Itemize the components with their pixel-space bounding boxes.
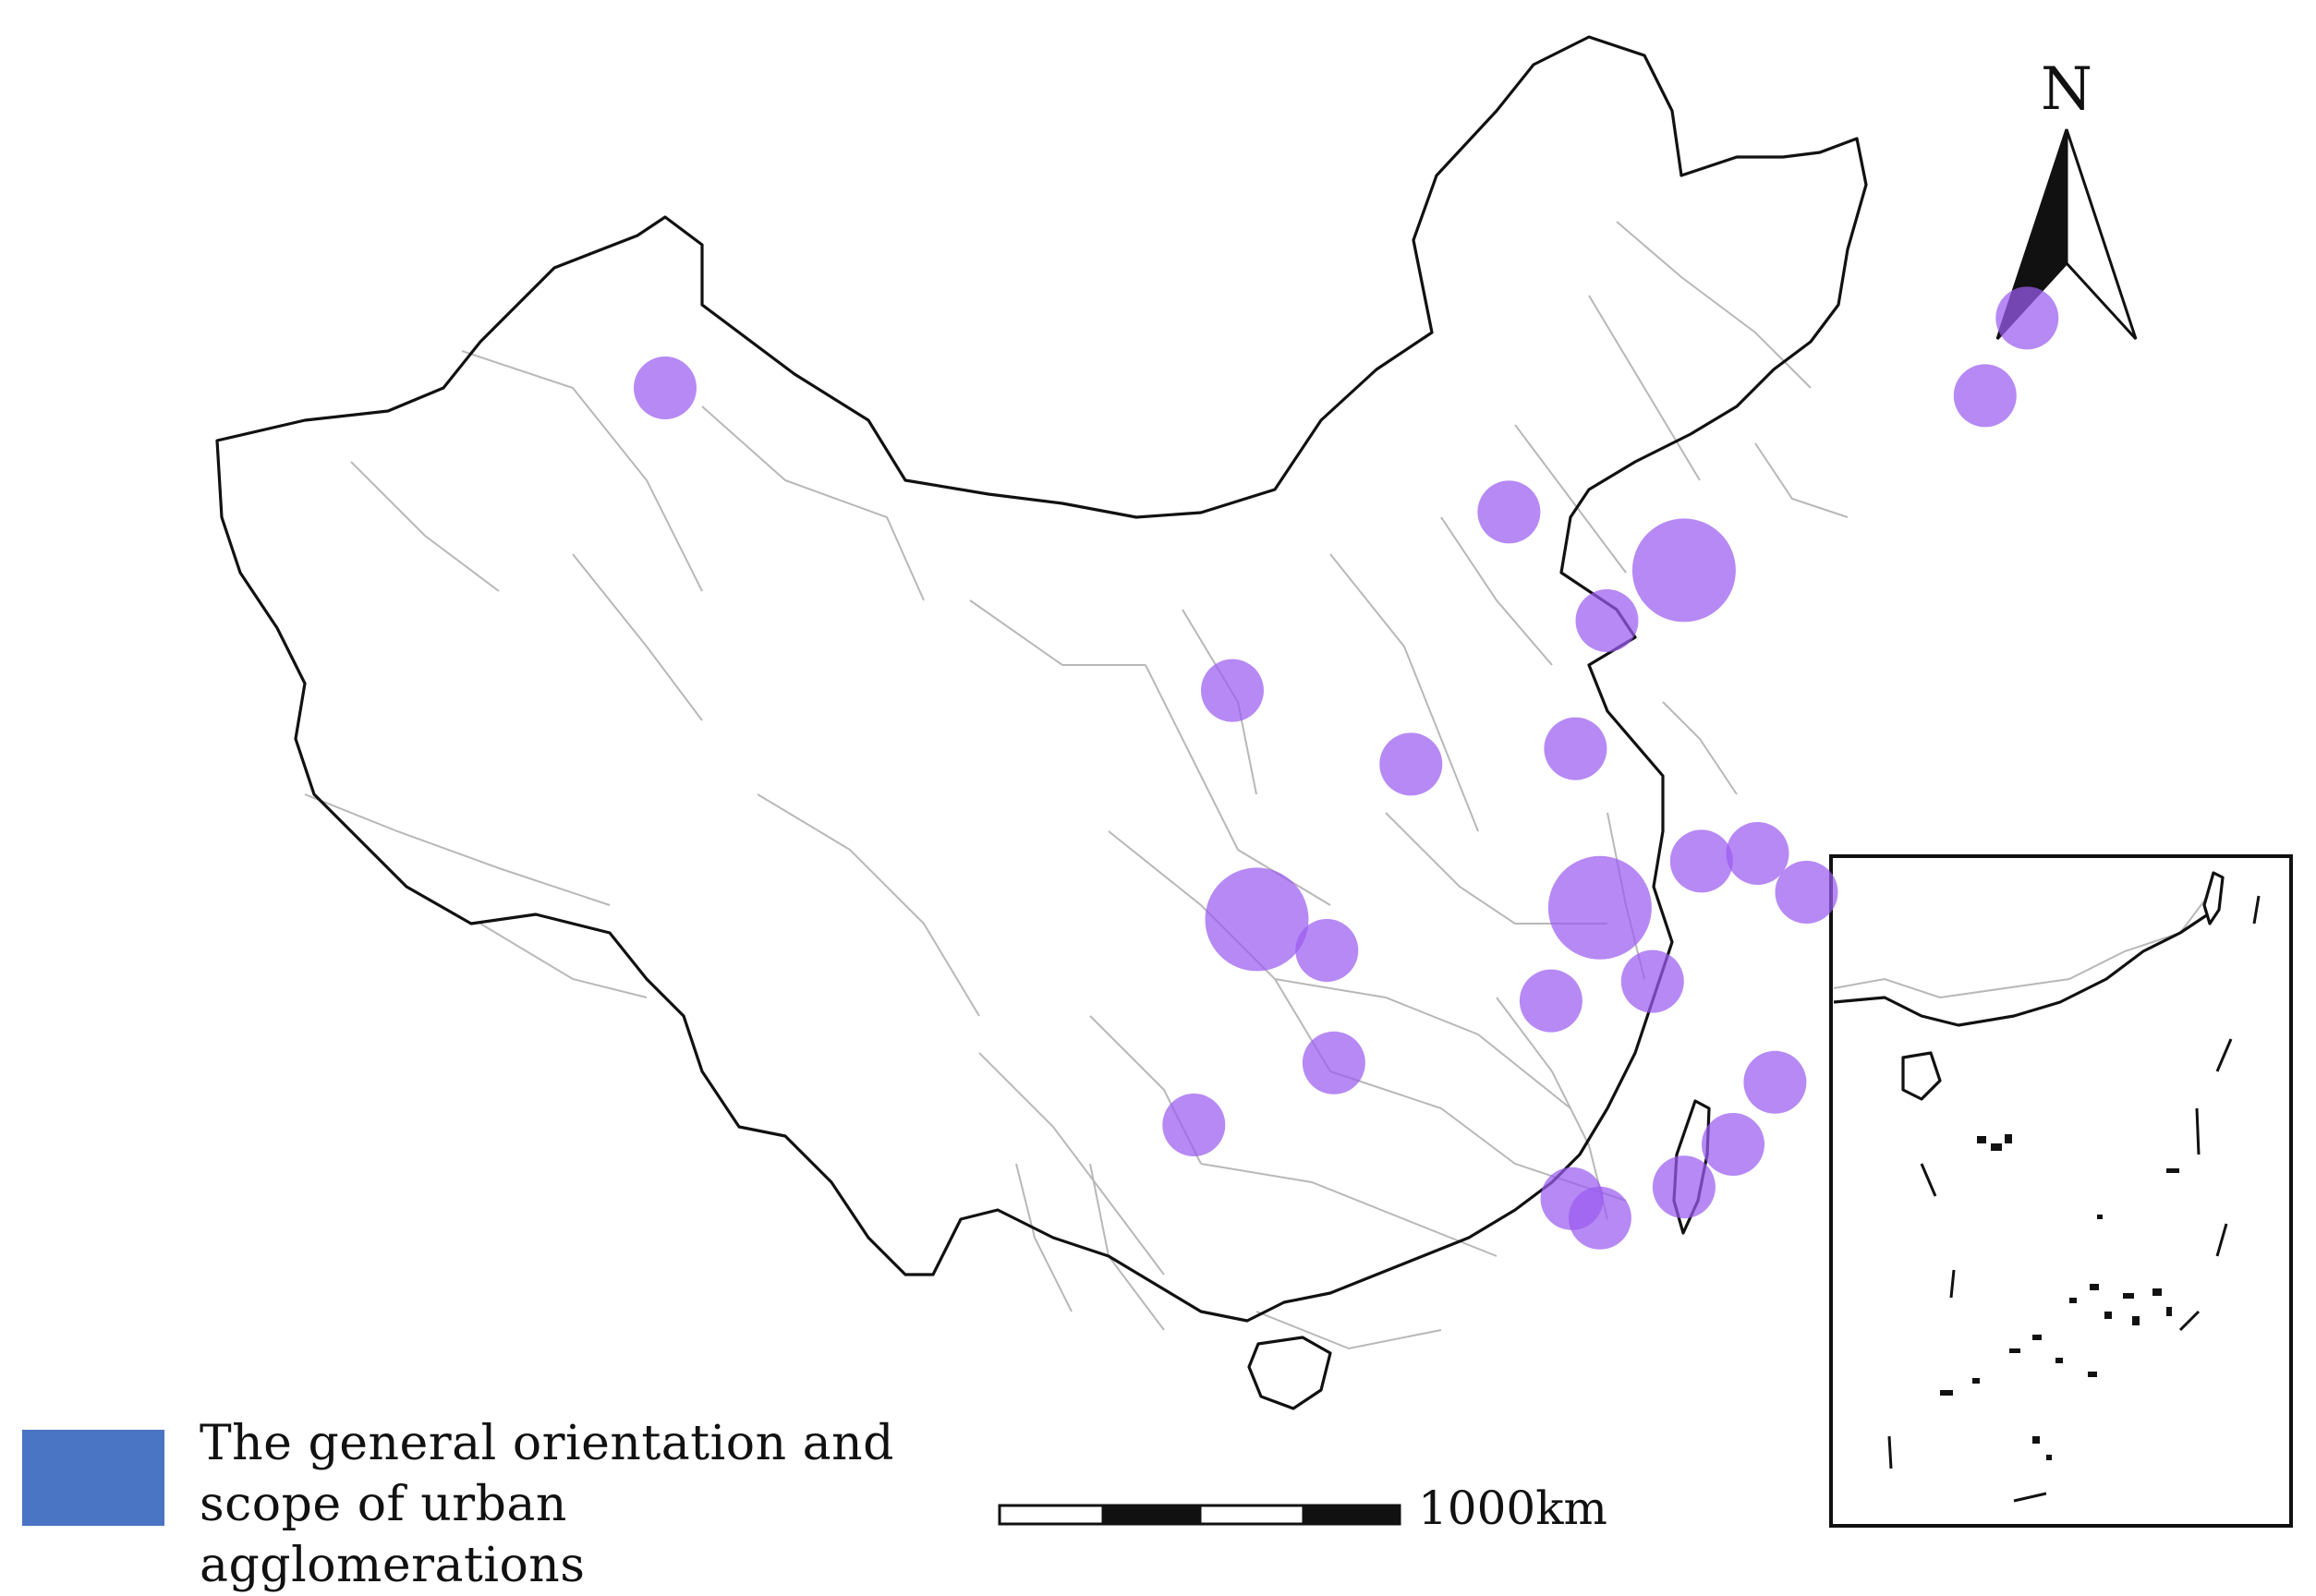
north-label: N — [2041, 55, 2092, 124]
national-border — [215, 35, 1868, 1323]
urban-agglomeration-marker — [1477, 480, 1541, 544]
scale-bar: 1000km — [998, 1481, 1607, 1535]
scale-label: 1000km — [1418, 1481, 1607, 1535]
legend-label: The general orientation and scope of urb… — [200, 1416, 894, 1593]
inset-islands — [1940, 1134, 2179, 1460]
urban-agglomeration-marker — [1519, 969, 1582, 1033]
urban-agglomeration-marker — [1631, 518, 1736, 623]
urban-agglomeration-marker — [1702, 1113, 1764, 1176]
china-map: N — [215, 35, 2293, 1535]
urban-agglomeration-marker — [1302, 1031, 1365, 1094]
urban-agglomeration-marker — [1743, 1050, 1807, 1114]
hainan-outline — [1247, 1336, 1332, 1410]
urban-agglomeration-marker — [1953, 364, 2017, 428]
urban-agglomeration-marker — [1544, 717, 1607, 780]
urban-agglomeration-marker — [1669, 829, 1733, 893]
urban-agglomeration-marker — [1295, 919, 1359, 982]
legend-swatch — [22, 1430, 164, 1526]
urban-agglomeration-marker — [1775, 861, 1838, 924]
south-china-sea-inset — [1829, 854, 2293, 1528]
urban-agglomeration-marker — [1726, 822, 1789, 885]
urban-agglomeration-marker — [1379, 732, 1443, 796]
urban-agglomeration-marker — [1205, 867, 1309, 972]
urban-agglomeration-marker — [1162, 1094, 1226, 1156]
urban-agglomeration-marker — [1568, 1186, 1631, 1250]
urban-agglomerations-layer — [634, 286, 2059, 1250]
urban-agglomeration-marker — [634, 357, 697, 419]
urban-agglomeration-marker — [1652, 1155, 1716, 1219]
nine-dash-line — [1887, 895, 2261, 1503]
urban-agglomeration-marker — [1547, 855, 1652, 960]
urban-agglomeration-marker — [1201, 659, 1264, 722]
urban-agglomeration-marker — [1575, 589, 1639, 652]
provincial-boundaries — [304, 221, 1849, 1350]
urban-agglomeration-marker — [1620, 949, 1684, 1013]
urban-agglomeration-marker — [1995, 286, 2059, 350]
